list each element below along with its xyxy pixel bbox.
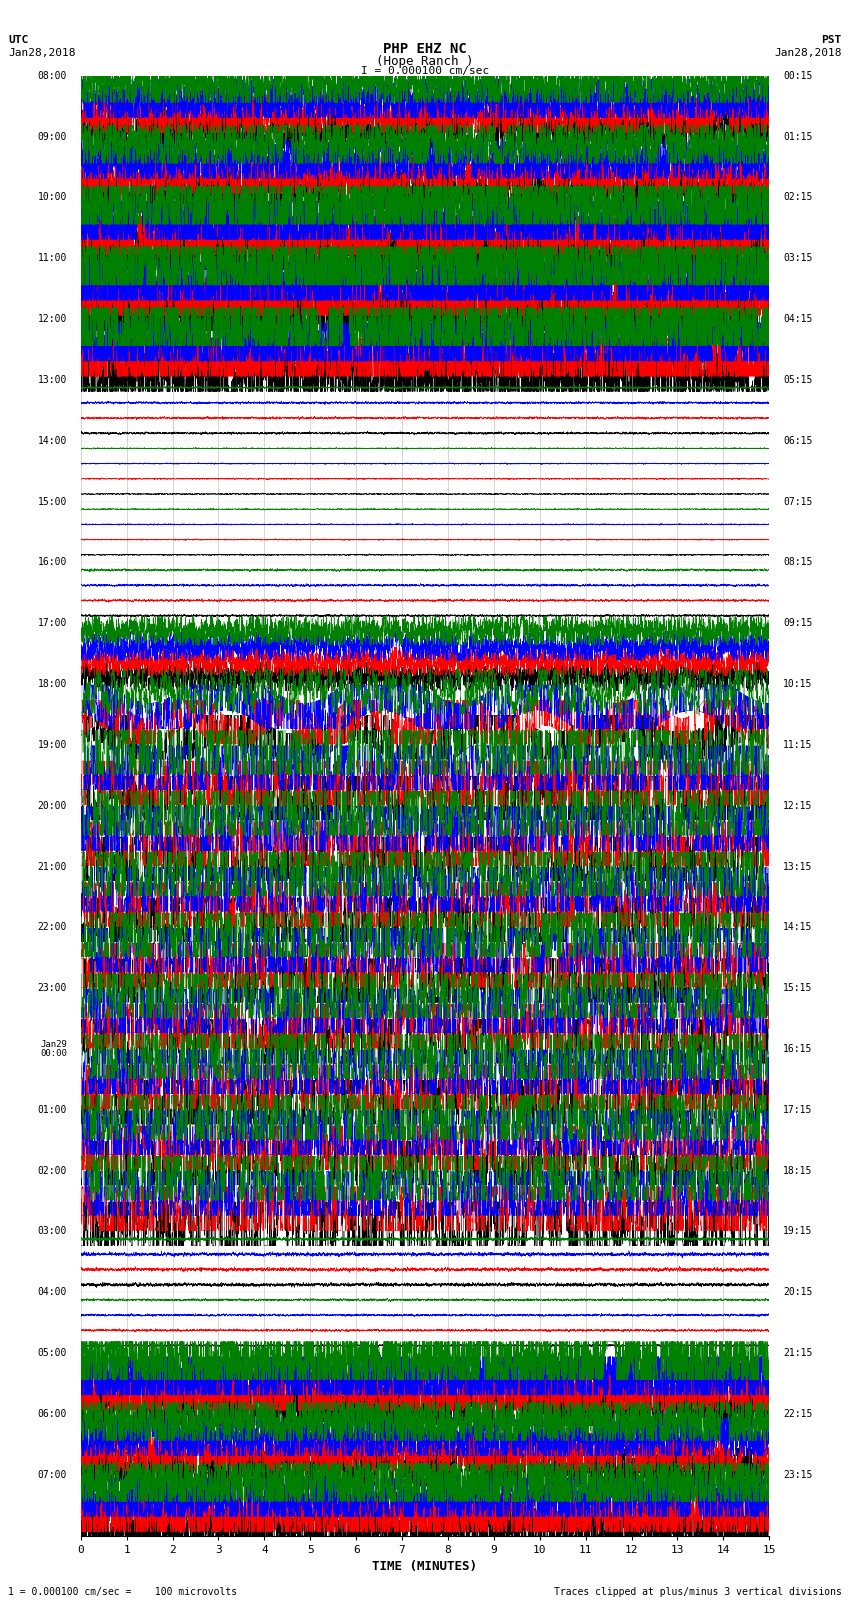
Text: Jan29: Jan29 bbox=[40, 1040, 67, 1048]
Text: 21:15: 21:15 bbox=[783, 1348, 813, 1358]
Text: 05:00: 05:00 bbox=[37, 1348, 67, 1358]
Text: 04:15: 04:15 bbox=[783, 315, 813, 324]
Text: 19:15: 19:15 bbox=[783, 1226, 813, 1237]
Text: 10:15: 10:15 bbox=[783, 679, 813, 689]
Text: 16:15: 16:15 bbox=[783, 1044, 813, 1053]
Text: 15:00: 15:00 bbox=[37, 497, 67, 506]
Text: UTC: UTC bbox=[8, 35, 29, 45]
Text: 10:00: 10:00 bbox=[37, 192, 67, 203]
Text: PHP EHZ NC: PHP EHZ NC bbox=[383, 42, 467, 56]
Text: 02:00: 02:00 bbox=[37, 1166, 67, 1176]
Text: 09:00: 09:00 bbox=[37, 132, 67, 142]
Text: I = 0.000100 cm/sec: I = 0.000100 cm/sec bbox=[361, 66, 489, 76]
Text: 06:15: 06:15 bbox=[783, 436, 813, 445]
Text: 15:15: 15:15 bbox=[783, 984, 813, 994]
Text: 13:00: 13:00 bbox=[37, 374, 67, 386]
Text: 12:00: 12:00 bbox=[37, 315, 67, 324]
Text: 17:15: 17:15 bbox=[783, 1105, 813, 1115]
Text: 12:15: 12:15 bbox=[783, 800, 813, 811]
Text: 00:15: 00:15 bbox=[783, 71, 813, 81]
Text: 07:15: 07:15 bbox=[783, 497, 813, 506]
Text: 14:15: 14:15 bbox=[783, 923, 813, 932]
Text: 23:15: 23:15 bbox=[783, 1469, 813, 1479]
Text: 20:00: 20:00 bbox=[37, 800, 67, 811]
Text: 1 = 0.000100 cm/sec =    100 microvolts: 1 = 0.000100 cm/sec = 100 microvolts bbox=[8, 1587, 238, 1597]
Text: 22:00: 22:00 bbox=[37, 923, 67, 932]
Text: 00:00: 00:00 bbox=[40, 1048, 67, 1058]
Text: (Hope Ranch ): (Hope Ranch ) bbox=[377, 55, 473, 68]
Text: 04:00: 04:00 bbox=[37, 1287, 67, 1297]
Text: 01:00: 01:00 bbox=[37, 1105, 67, 1115]
Text: 08:00: 08:00 bbox=[37, 71, 67, 81]
Text: 03:00: 03:00 bbox=[37, 1226, 67, 1237]
Text: Jan28,2018: Jan28,2018 bbox=[774, 48, 842, 58]
Text: 09:15: 09:15 bbox=[783, 618, 813, 627]
Text: 19:00: 19:00 bbox=[37, 740, 67, 750]
X-axis label: TIME (MINUTES): TIME (MINUTES) bbox=[372, 1560, 478, 1573]
Text: 23:00: 23:00 bbox=[37, 984, 67, 994]
Text: 14:00: 14:00 bbox=[37, 436, 67, 445]
Text: PST: PST bbox=[821, 35, 842, 45]
Text: 05:15: 05:15 bbox=[783, 374, 813, 386]
Text: 20:15: 20:15 bbox=[783, 1287, 813, 1297]
Text: 22:15: 22:15 bbox=[783, 1408, 813, 1419]
Text: 06:00: 06:00 bbox=[37, 1408, 67, 1419]
Text: 08:15: 08:15 bbox=[783, 558, 813, 568]
Text: 18:15: 18:15 bbox=[783, 1166, 813, 1176]
Text: Jan28,2018: Jan28,2018 bbox=[8, 48, 76, 58]
Text: 07:00: 07:00 bbox=[37, 1469, 67, 1479]
Text: 01:15: 01:15 bbox=[783, 132, 813, 142]
Text: 21:00: 21:00 bbox=[37, 861, 67, 871]
Text: 16:00: 16:00 bbox=[37, 558, 67, 568]
Text: Traces clipped at plus/minus 3 vertical divisions: Traces clipped at plus/minus 3 vertical … bbox=[553, 1587, 842, 1597]
Text: 11:00: 11:00 bbox=[37, 253, 67, 263]
Text: 18:00: 18:00 bbox=[37, 679, 67, 689]
Text: 03:15: 03:15 bbox=[783, 253, 813, 263]
Text: 17:00: 17:00 bbox=[37, 618, 67, 627]
Text: 11:15: 11:15 bbox=[783, 740, 813, 750]
Text: 13:15: 13:15 bbox=[783, 861, 813, 871]
Text: 02:15: 02:15 bbox=[783, 192, 813, 203]
